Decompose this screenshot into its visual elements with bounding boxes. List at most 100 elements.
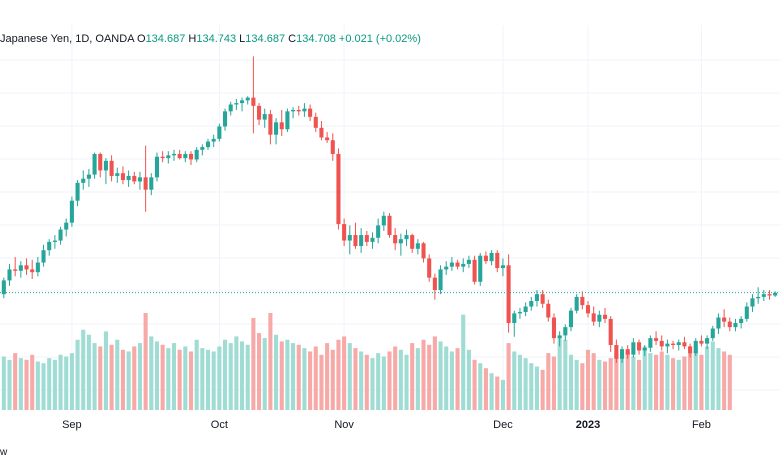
- candle-body: [489, 252, 494, 262]
- candle: [18, 261, 23, 278]
- candle-body: [52, 240, 57, 242]
- candle-body: [75, 182, 80, 201]
- candle-body: [410, 235, 415, 249]
- volume-bar: [296, 344, 301, 410]
- volume-bar: [676, 359, 681, 410]
- candle-body: [120, 173, 125, 181]
- candle-body: [478, 255, 483, 282]
- candle: [109, 155, 114, 182]
- volume-bar: [347, 343, 352, 410]
- volume-bar: [393, 346, 398, 410]
- candle-body: [421, 243, 426, 259]
- candle-body: [739, 318, 744, 324]
- candle: [483, 251, 488, 264]
- candle-body: [342, 224, 347, 241]
- candle: [631, 338, 636, 358]
- candle: [744, 302, 749, 322]
- volume-bar: [654, 354, 659, 410]
- volume-bar: [540, 369, 545, 410]
- volume-bar: [500, 379, 505, 410]
- volume-bar: [438, 341, 443, 410]
- candle-body: [602, 314, 608, 319]
- candle-body: [455, 262, 460, 267]
- volume-bar: [217, 346, 222, 410]
- volume-bar: [75, 339, 80, 410]
- candle: [183, 151, 188, 163]
- volume-bar: [585, 349, 591, 410]
- candle-body: [64, 222, 69, 230]
- volume-bar: [64, 356, 69, 410]
- candle-body: [359, 235, 364, 247]
- candle: [495, 250, 500, 273]
- candle-body: [296, 109, 301, 112]
- volume-bar: [41, 363, 46, 410]
- candle-body: [200, 147, 205, 150]
- candle: [506, 254, 511, 333]
- candle-body: [194, 149, 199, 160]
- candle-body: [608, 318, 613, 346]
- candle-body: [404, 235, 409, 240]
- candle: [750, 294, 755, 313]
- candle: [24, 258, 29, 275]
- candle-body: [166, 155, 171, 159]
- volume-bar: [183, 346, 188, 410]
- candle-body: [370, 237, 375, 242]
- candle: [52, 235, 57, 249]
- legend-high-label: H: [188, 33, 197, 45]
- candle-body: [568, 310, 574, 328]
- candle: [342, 218, 347, 247]
- candle: [540, 290, 545, 308]
- volume-bar: [279, 341, 284, 410]
- candle: [69, 196, 74, 227]
- volume-bar: [421, 339, 426, 410]
- candle: [648, 335, 653, 352]
- candle: [529, 296, 534, 311]
- candle: [608, 316, 613, 352]
- candle: [676, 339, 681, 351]
- candle-body: [18, 265, 23, 271]
- candle-body: [154, 156, 160, 178]
- candle: [171, 149, 177, 161]
- candle: [722, 309, 727, 328]
- candle-body: [705, 338, 710, 344]
- volume-bar: [398, 349, 403, 410]
- volume-bar: [149, 336, 154, 410]
- volume-bar: [608, 358, 613, 410]
- candle-body: [69, 200, 74, 223]
- candle-body: [449, 262, 454, 267]
- volume-bar: [7, 359, 12, 410]
- candle: [13, 257, 18, 277]
- candle-body: [313, 116, 318, 128]
- candle-body: [693, 340, 698, 354]
- volume-bar: [285, 339, 290, 410]
- candle-body: [364, 235, 369, 242]
- candle-body: [205, 141, 211, 148]
- volume-bars: [1, 313, 732, 410]
- volume-bar: [154, 341, 160, 410]
- candle: [274, 118, 279, 145]
- candle: [574, 294, 579, 314]
- candle: [149, 173, 154, 196]
- volume-bar: [648, 353, 653, 410]
- volume-bar: [381, 356, 386, 410]
- volume-bar: [557, 336, 562, 410]
- volume-bar: [534, 366, 540, 410]
- candle: [313, 112, 318, 132]
- x-tick-label: Sep: [62, 419, 82, 431]
- x-tick-label: Feb: [692, 419, 711, 431]
- volume-bar: [512, 351, 517, 410]
- candle-body: [353, 235, 358, 247]
- volume-bar: [262, 338, 267, 410]
- candle: [262, 108, 267, 128]
- candle: [654, 331, 659, 346]
- legend-change: +0.021 (+0.02%): [338, 33, 421, 45]
- candle-body: [682, 342, 687, 347]
- volume-bar: [302, 348, 307, 410]
- volume-bar: [330, 349, 335, 410]
- candle: [444, 261, 449, 275]
- candle: [239, 97, 245, 112]
- candle: [222, 108, 228, 131]
- candle-body: [563, 327, 568, 336]
- candle-body: [92, 153, 97, 175]
